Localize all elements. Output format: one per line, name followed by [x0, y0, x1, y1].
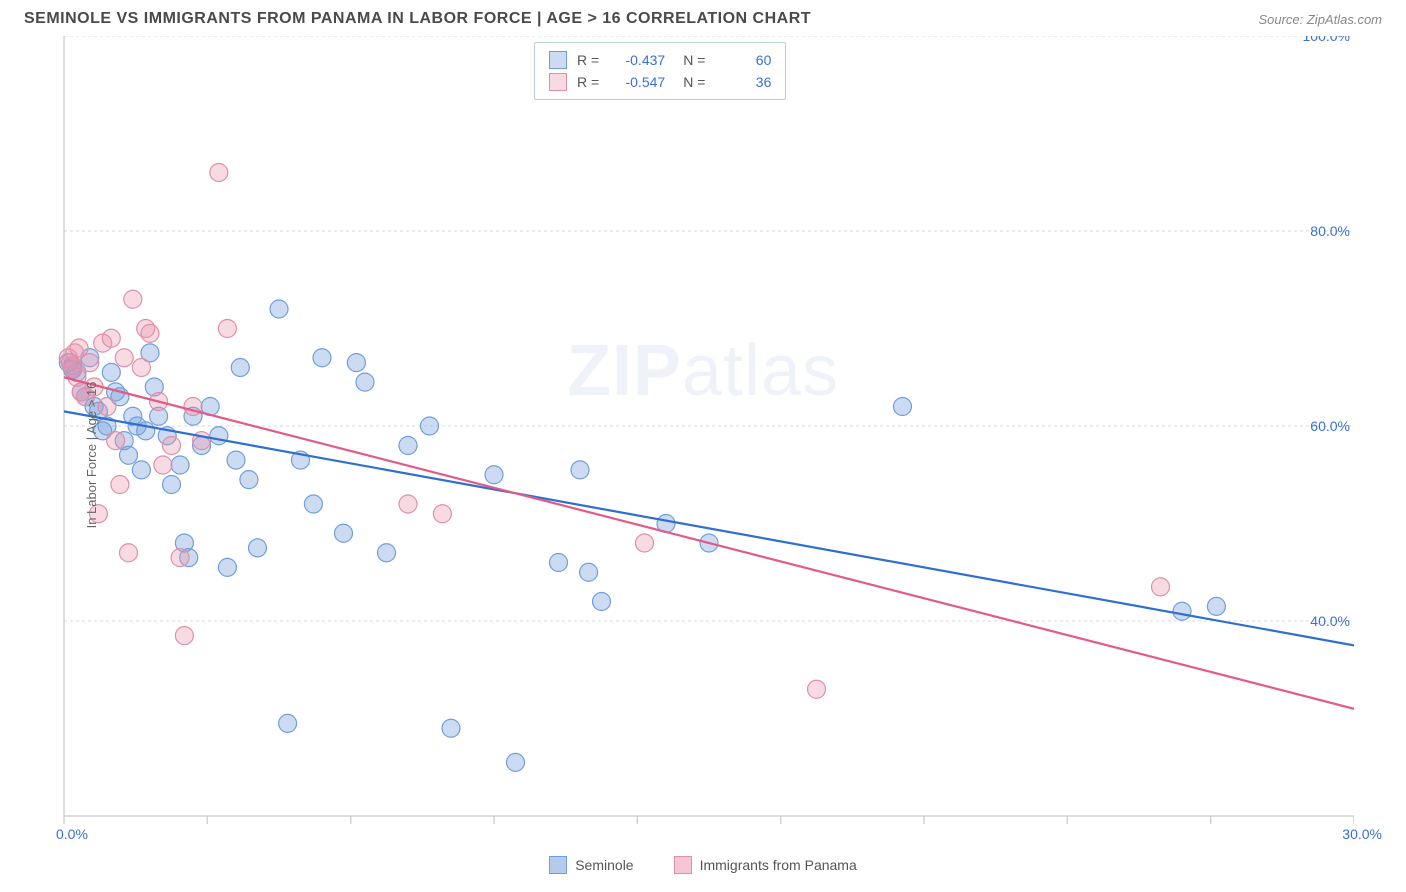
x-tick-min: 0.0% — [56, 826, 88, 842]
r-label: R = — [577, 71, 599, 93]
legend-item-seminole: Seminole — [549, 856, 633, 874]
n-label: N = — [683, 49, 705, 71]
legend-swatch-panama — [674, 856, 692, 874]
svg-text:80.0%: 80.0% — [1310, 223, 1350, 239]
chart-title: SEMINOLE VS IMMIGRANTS FROM PANAMA IN LA… — [24, 10, 811, 28]
r-value-seminole: -0.437 — [609, 49, 665, 71]
legend-label-seminole: Seminole — [575, 857, 633, 873]
n-value-seminole: 60 — [715, 49, 771, 71]
legend-swatch-seminole — [549, 856, 567, 874]
svg-text:60.0%: 60.0% — [1310, 418, 1350, 434]
y-axis-label: In Labor Force | Age > 16 — [84, 382, 99, 529]
chart-source: Source: ZipAtlas.com — [1258, 12, 1382, 27]
r-value-panama: -0.547 — [609, 71, 665, 93]
x-tick-max: 30.0% — [1342, 826, 1382, 842]
legend-label-panama: Immigrants from Panama — [700, 857, 857, 873]
n-label: N = — [683, 71, 705, 93]
svg-text:100.0%: 100.0% — [1303, 36, 1350, 44]
legend-row-seminole: R = -0.437 N = 60 — [549, 49, 771, 71]
legend-row-panama: R = -0.547 N = 36 — [549, 71, 771, 93]
swatch-seminole — [549, 51, 567, 69]
chart-header: SEMINOLE VS IMMIGRANTS FROM PANAMA IN LA… — [0, 0, 1406, 36]
swatch-panama — [549, 73, 567, 91]
r-label: R = — [577, 49, 599, 71]
svg-text:40.0%: 40.0% — [1310, 613, 1350, 629]
correlation-legend: R = -0.437 N = 60 R = -0.547 N = 36 — [534, 42, 786, 100]
x-axis-end-labels: 0.0% 30.0% — [24, 826, 1382, 850]
n-value-panama: 36 — [715, 71, 771, 93]
chart-container: In Labor Force | Age > 16 R = -0.437 N =… — [24, 36, 1382, 874]
scatter-plot: 40.0% 60.0% 80.0% 100.0% — [24, 36, 1354, 826]
series-legend: Seminole Immigrants from Panama — [24, 856, 1382, 874]
legend-item-panama: Immigrants from Panama — [674, 856, 857, 874]
